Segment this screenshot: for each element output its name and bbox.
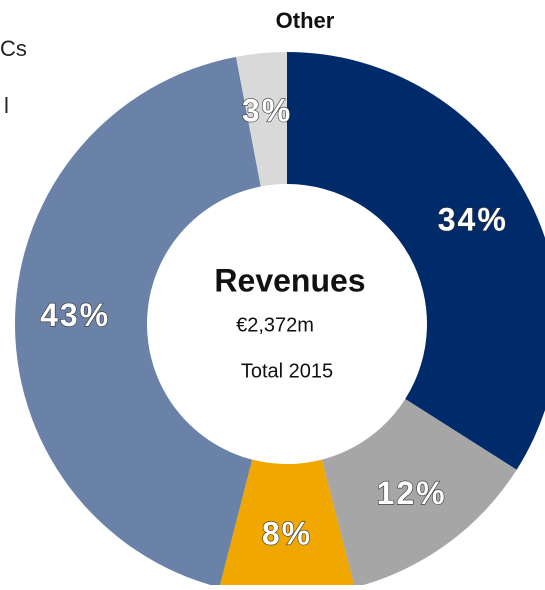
value-label: 3%	[242, 92, 292, 128]
value-label: 43%	[40, 297, 110, 333]
donut-segment	[15, 56, 261, 588]
legend-fragment: l	[4, 93, 9, 118]
legend-fragment: Cs	[0, 36, 27, 61]
donut-segment	[219, 459, 355, 590]
value-label: 8%	[262, 515, 312, 551]
donut-segment	[321, 399, 517, 588]
other-label: Other	[276, 8, 335, 33]
value-label: 12%	[377, 475, 447, 511]
donut-segment	[287, 52, 545, 470]
center-subtitle: Total 2015	[241, 360, 333, 382]
center-title: Revenues	[214, 262, 365, 298]
value-label: 34%	[438, 201, 508, 237]
donut-segment	[236, 52, 287, 187]
donut	[15, 52, 545, 590]
center-value: €2,372m	[236, 314, 314, 336]
